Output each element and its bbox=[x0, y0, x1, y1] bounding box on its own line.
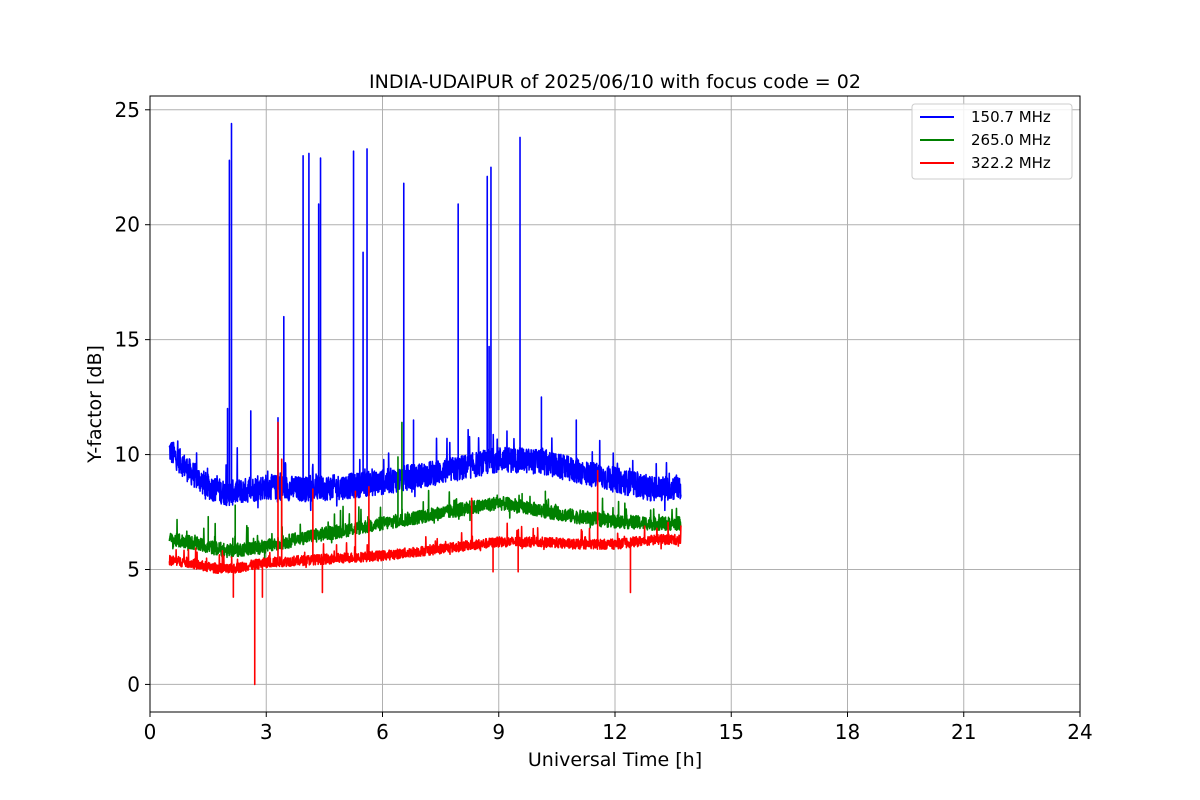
x-tick-label: 12 bbox=[602, 720, 627, 744]
plot-area bbox=[168, 122, 682, 686]
legend-box bbox=[911, 103, 1073, 180]
y-tick-label: 5 bbox=[127, 557, 140, 581]
x-axis-label: Universal Time [h] bbox=[528, 749, 702, 771]
x-tick-label: 24 bbox=[1067, 720, 1092, 744]
x-tick-label: 21 bbox=[951, 720, 976, 744]
legend-label-150: 150.7 MHz bbox=[971, 108, 1051, 126]
legend: 150.7 MHz 265.0 MHz 322.2 MHz bbox=[911, 103, 1073, 180]
y-tick-label: 10 bbox=[115, 443, 140, 467]
y-tick-label: 15 bbox=[115, 328, 140, 352]
y-tick-label: 25 bbox=[115, 98, 140, 122]
y-tick-label: 0 bbox=[127, 672, 140, 696]
y-axis-label: Y-factor [dB] bbox=[84, 345, 106, 464]
x-tick-label: 6 bbox=[376, 720, 389, 744]
y-tick-label: 20 bbox=[115, 213, 140, 237]
x-tick-label: 15 bbox=[719, 720, 744, 744]
legend-label-322: 322.2 MHz bbox=[971, 154, 1051, 172]
series-line-322-2-mhz bbox=[168, 421, 682, 686]
x-tick-label: 0 bbox=[144, 720, 157, 744]
x-tick-label: 18 bbox=[835, 720, 860, 744]
chart-title: INDIA-UDAIPUR of 2025/06/10 with focus c… bbox=[369, 71, 861, 93]
legend-label-265: 265.0 MHz bbox=[971, 131, 1051, 149]
x-tick-label: 3 bbox=[260, 720, 273, 744]
x-tick-label: 9 bbox=[492, 720, 505, 744]
ticks: 0 3 6 9 12 15 18 21 24 0 5 10 15 20 25 bbox=[115, 98, 1093, 744]
series-line-150-7-mhz bbox=[168, 122, 682, 512]
series-line-265-0-mhz bbox=[168, 421, 682, 561]
